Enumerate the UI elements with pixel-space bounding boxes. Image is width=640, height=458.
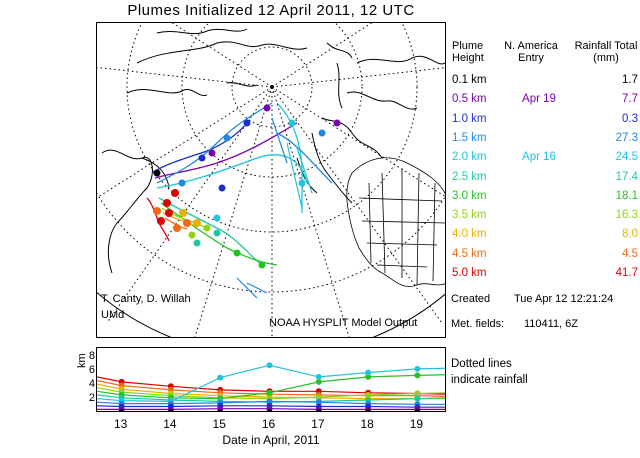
trajectory-map: T. Canty, D. Willah UMd NOAA HYSPLIT Mod… [96,22,446,338]
legend-entry: Apr 19 [522,93,556,106]
height-timeseries-plot [97,362,445,411]
north-pole-marker [270,85,274,89]
polar-projection-map [97,23,445,337]
legend-height: 1.0 km [452,112,487,125]
series-point [365,373,372,380]
legend-height: 3.5 km [452,209,487,222]
legend-height: 1.5 km [452,131,487,144]
legend-rain: 27.3 [615,131,638,144]
north-america-states [346,157,445,287]
series-point [315,399,322,406]
series-point [414,390,421,397]
legend-height: 3.0 km [452,189,487,202]
org-credit: UMd [101,309,125,321]
rainfall-strokes [236,117,313,299]
series-point [365,409,371,411]
series-point [266,405,273,411]
legend-header-rain: Rainfall Total (mm) [574,40,638,64]
xtick-label: 19 [409,417,424,431]
series-point [266,362,273,369]
series-point [217,374,224,381]
xtick-label: 17 [311,417,325,431]
ts-xlabel: Date in April, 2011 [222,433,320,447]
xtick-label: 18 [360,417,374,431]
model-credit: NOAA HYSPLIT Model Output [269,317,418,329]
ytick-label: 6 [88,364,95,376]
met-fields-label: Met. fields: [451,318,505,330]
series-point [118,409,125,411]
series-point [315,394,322,401]
series-point [414,409,421,411]
legend-row: 0.1 km 1.7 [450,74,640,92]
height-timeseries [96,347,446,412]
series-point [365,391,372,398]
legend-height: 4.5 km [452,247,487,260]
legend-rain: 41.7 [615,267,638,279]
series-point [414,395,421,402]
legend-row: 5.0 km 41.7 [450,267,640,285]
series-point [217,405,224,411]
series-point [266,409,273,411]
legend-rain: 16.3 [615,209,638,222]
ytick-label: 8 [88,350,95,362]
series-point [168,409,174,411]
legend-rain: 18.1 [615,189,638,202]
legend-height: 0.1 km [452,74,487,86]
created-value: Tue Apr 12 12:21:24 [514,293,614,305]
latitude-gridlines [97,23,445,293]
legend-height: 4.0 km [452,228,487,241]
rainfall-note-line1: Dotted lines [451,358,512,370]
longitude-gridlines [97,23,445,337]
plume-markers [153,104,341,269]
series-point [315,373,322,380]
legend-rain: 8.0 [622,228,638,241]
coastlines [101,28,445,274]
plume-trajectories [146,102,333,266]
created-label: Created [451,293,491,305]
legend-row: 3.0 km 18.1 [450,190,640,208]
map-title: Plumes Initialized 12 April 2011, 12 UTC [127,2,415,19]
series-point [316,409,322,411]
legend-rain: 17.4 [615,170,638,183]
legend-row: 4.5 km 4.5 [450,248,640,266]
legend-row: 0.5 km Apr 19 7.7 [450,93,640,111]
series-point [365,369,372,376]
legend-rain: 7.7 [622,93,638,106]
series-point [414,365,421,372]
legend-entry: Apr 16 [522,151,556,164]
legend-height: 0.5 km [452,93,487,106]
legend-rain: 24.5 [615,151,638,164]
series-point [414,372,421,379]
legend-header-entry: N. America Entry [504,40,558,64]
xtick-label: 15 [212,417,226,431]
xtick-label: 13 [113,417,128,431]
legend-row: 1.0 km 0.3 [450,113,640,131]
xtick-label: 14 [163,417,177,431]
legend-row: 3.5 km 16.3 [450,209,640,227]
legend-height: 5.0 km [452,267,487,279]
series-point [266,398,273,405]
rainfall-note: Dotted lines indicate rainfall [451,356,528,388]
met-fields-value: 110411, 6Z [524,318,579,330]
xtick-label: 16 [261,417,276,431]
legend-rain: 4.5 [622,247,638,260]
legend-header-height: Plume Height [452,40,484,64]
series-point [217,409,223,411]
legend-rain: 0.3 [622,112,638,125]
legend-row: 2.0 km Apr 16 24.5 [450,151,640,169]
legend-height: 2.5 km [452,170,487,183]
author-credit: T. Canty, D. Willah [101,293,191,305]
series-point [266,389,273,396]
legend-rain: 1.7 [622,74,638,86]
rainfall-note-line2: indicate rainfall [451,374,528,386]
legend-row: 2.5 km 17.4 [450,171,640,189]
ytick-label: 4 [88,378,95,390]
legend-height: 2.0 km [452,151,487,164]
ytick-label: 2 [88,392,95,404]
legend-row: 4.0 km 8.0 [450,228,640,246]
series-point [315,378,322,385]
legend-row: 1.5 km 27.3 [450,132,640,150]
